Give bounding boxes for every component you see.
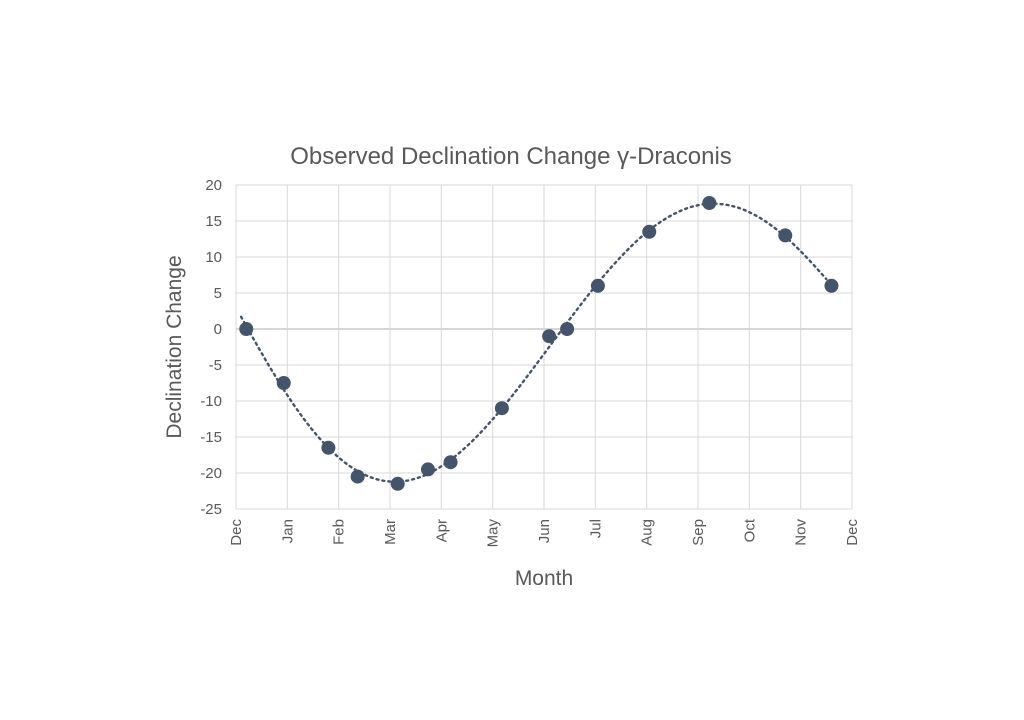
data-point bbox=[239, 322, 254, 336]
y-tick-label: 10 bbox=[205, 249, 222, 266]
y-tick-label: -20 bbox=[200, 465, 222, 482]
trendline bbox=[239, 202, 828, 483]
y-tick-label: -10 bbox=[200, 393, 222, 410]
x-axis-title: Month bbox=[515, 567, 573, 590]
data-point bbox=[443, 455, 458, 470]
data-point bbox=[778, 228, 793, 243]
data-point bbox=[560, 322, 575, 336]
x-tick-label: Feb bbox=[331, 519, 348, 545]
x-tick-label: Apr bbox=[433, 519, 450, 542]
x-tick-label: Mar bbox=[382, 519, 399, 545]
x-tick-label: Dec bbox=[844, 519, 861, 546]
y-tick-label: -15 bbox=[200, 429, 222, 446]
y-axis-tick-labels: 20 15 10 5 0 -5 -10 -15 -20 -25 bbox=[200, 177, 222, 518]
data-point bbox=[542, 329, 557, 344]
data-point bbox=[702, 196, 717, 210]
chart-title: Observed Declination Change γ-Draconis bbox=[290, 143, 732, 170]
x-tick-label: May bbox=[485, 519, 502, 548]
data-point bbox=[642, 224, 657, 239]
data-point bbox=[824, 278, 839, 293]
y-tick-label: 0 bbox=[214, 321, 222, 338]
x-tick-label: Jul bbox=[587, 519, 604, 538]
y-tick-label: -5 bbox=[209, 357, 222, 374]
data-point bbox=[390, 476, 405, 491]
x-tick-label: Nov bbox=[793, 519, 810, 546]
data-point bbox=[494, 401, 509, 416]
x-tick-label: Sep bbox=[690, 519, 707, 546]
data-point bbox=[420, 462, 435, 477]
data-point bbox=[350, 469, 365, 484]
data-point bbox=[276, 376, 291, 390]
x-axis-tick-labels: Dec Jan Feb Mar Apr May Jun Jul Aug Sep Oct Nov Dec bbox=[228, 518, 861, 547]
data-point bbox=[321, 440, 336, 455]
plot-area-frame bbox=[235, 184, 853, 510]
y-tick-label: 5 bbox=[214, 285, 222, 302]
y-tick-label: 15 bbox=[205, 213, 222, 230]
data-points bbox=[239, 196, 839, 491]
x-tick-label: Jun bbox=[536, 519, 553, 543]
y-axis-title: Declination Change bbox=[163, 255, 186, 438]
x-tick-label: Aug bbox=[639, 519, 656, 546]
x-tick-label: Jan bbox=[279, 519, 296, 543]
x-tick-label: Dec bbox=[228, 519, 245, 546]
data-point bbox=[590, 278, 605, 293]
x-tick-label: Oct bbox=[741, 518, 758, 542]
gridlines bbox=[235, 184, 853, 510]
y-tick-label: 20 bbox=[205, 177, 222, 194]
y-tick-label: -25 bbox=[200, 501, 222, 518]
